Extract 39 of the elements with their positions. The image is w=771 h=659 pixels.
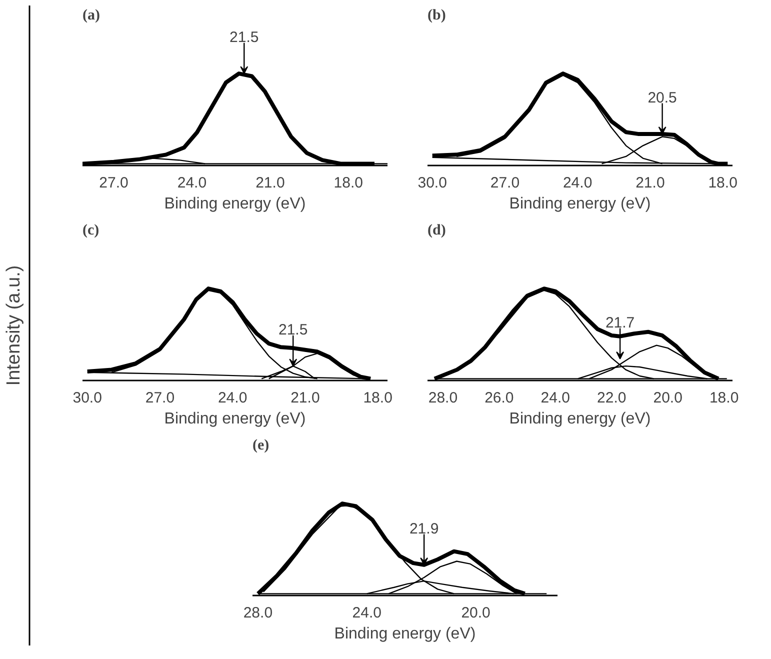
x-axis-title: Binding energy (eV) (334, 626, 476, 642)
x-tick-label: 28.0 (243, 604, 273, 622)
x-tick-label: 27.0 (490, 174, 520, 192)
chart-title: (a) (82, 8, 100, 24)
chart-title: (b) (428, 8, 446, 24)
chart-title: (c) (82, 222, 100, 238)
x-tick-label: 18.0 (709, 390, 739, 406)
x-tick-label: 18.0 (334, 174, 364, 192)
x-tick-label: 24.0 (177, 174, 207, 192)
x-tick-label: 20.0 (653, 390, 682, 406)
chart-title: (e) (252, 438, 270, 454)
annotation: 21.7 (605, 314, 635, 332)
x-tick-label: 22.0 (597, 390, 626, 406)
x-tick-label: 24.0 (540, 390, 570, 406)
x-axis-title: Binding energy (eV) (509, 410, 651, 428)
x-axis-title: Binding energy (eV) (509, 196, 651, 212)
x-tick-label: 24.0 (218, 390, 248, 406)
x-tick-label: 21.0 (290, 390, 320, 406)
x-tick-label: 30.0 (418, 174, 447, 192)
x-axis-title: Binding energy (eV) (164, 410, 306, 428)
x-tick-label: 24.0 (352, 604, 382, 622)
x-tick-label: 27.0 (145, 390, 175, 406)
x-tick-label: 18.0 (363, 390, 392, 406)
x-tick-label: 24.0 (562, 174, 592, 192)
x-tick-label: 21.0 (636, 174, 665, 192)
x-tick-label: 21.0 (256, 174, 285, 192)
x-tick-label: 26.0 (484, 390, 514, 406)
annotation: 21.5 (230, 29, 259, 46)
x-axis-title: Binding energy (eV) (164, 196, 306, 212)
y-axis-title: Intensity (a.u.) (4, 265, 24, 386)
chart-title: (d) (428, 222, 446, 238)
x-tick-label: 20.0 (461, 604, 490, 622)
x-tick-label: 18.0 (708, 174, 738, 192)
annotation: 21.5 (278, 322, 308, 339)
x-tick-label: 27.0 (99, 174, 128, 192)
x-tick-label: 30.0 (72, 390, 102, 406)
annotation: 20.5 (648, 89, 677, 106)
annotation: 21.9 (409, 520, 439, 538)
x-tick-label: 28.0 (428, 390, 458, 406)
